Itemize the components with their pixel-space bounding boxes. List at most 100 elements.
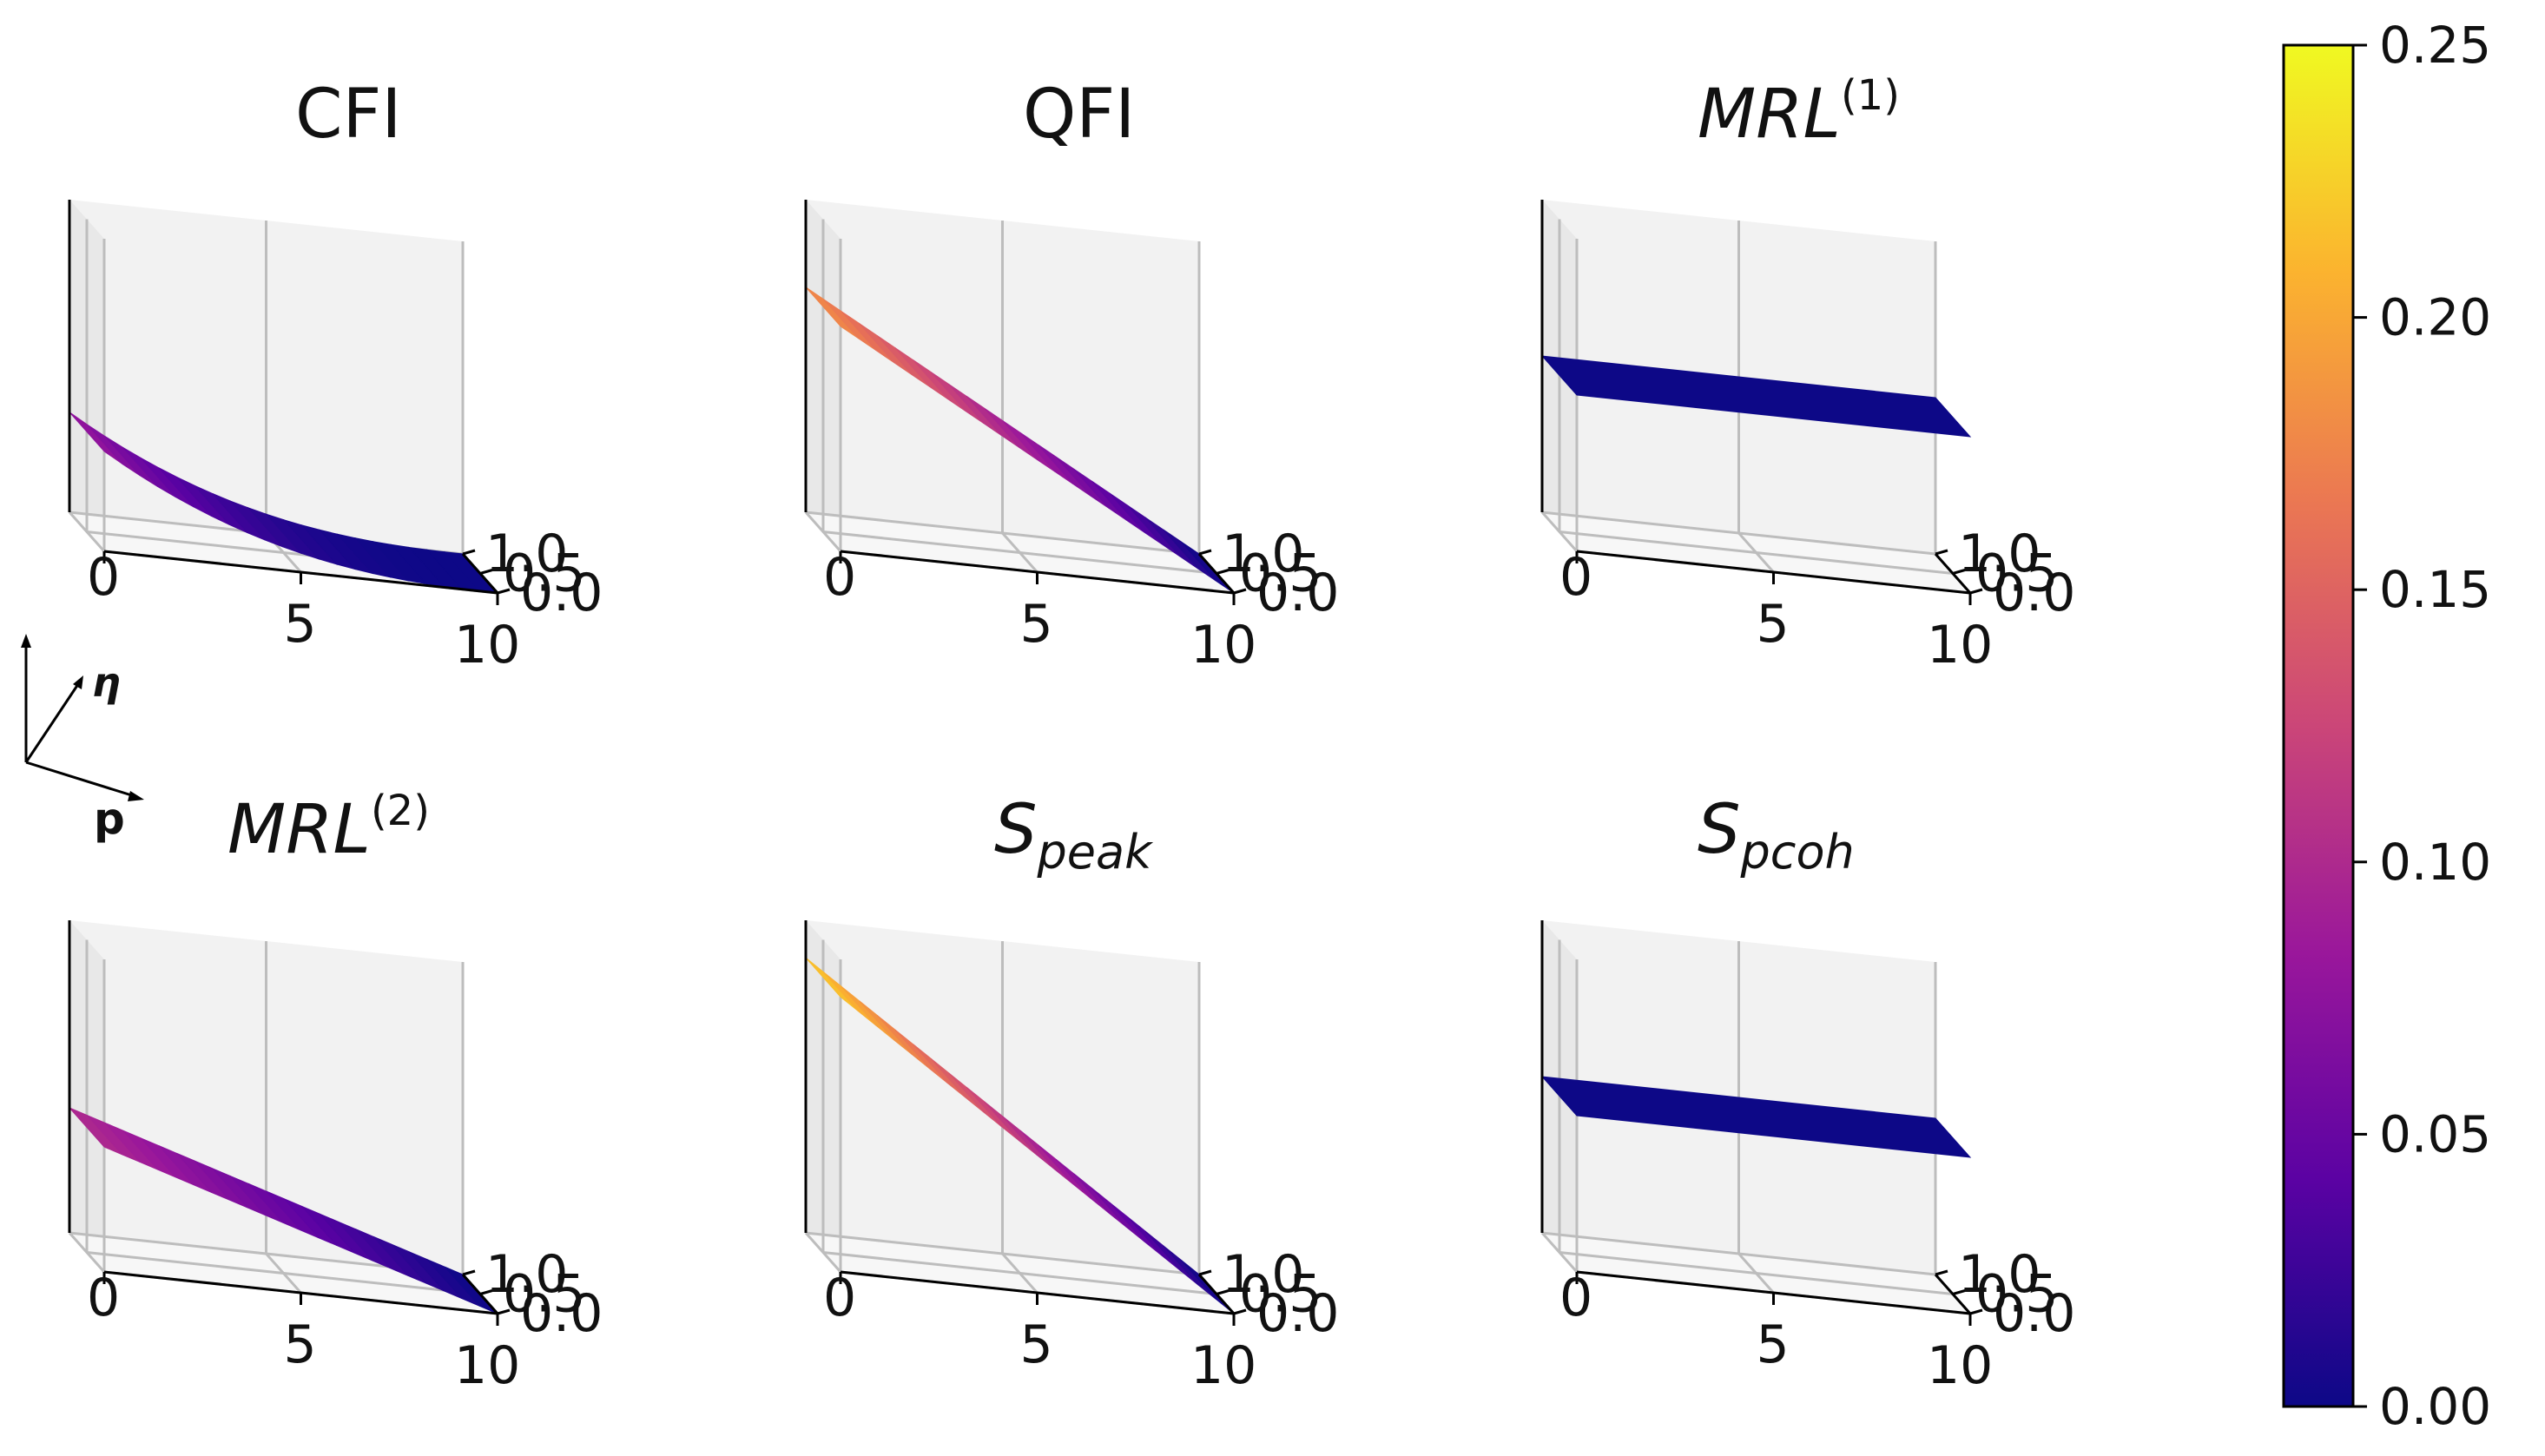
eta-tick-mark	[1216, 1289, 1230, 1295]
eta-tick-label: 0.5	[1975, 544, 2058, 604]
x-tick-label: 0	[1559, 1268, 1592, 1328]
eta-tick-label: 0.5	[1975, 1264, 2058, 1325]
colorbar: 0.00 0.05 0.10 0.15 0.20 0.25	[2282, 16, 2491, 1436]
grid-line	[1541, 511, 1936, 556]
grid-line	[822, 530, 1217, 575]
eta-tick-label: 0.5	[1239, 1264, 1322, 1325]
x-tick-label: 5	[284, 594, 317, 655]
surface-plane	[1540, 1076, 1972, 1158]
x-tick-label: 0	[87, 1268, 120, 1328]
colorbar-tick-label: 0.05	[2379, 1104, 2491, 1163]
x-tick-label: 10	[1190, 1335, 1256, 1396]
key-p-arrowhead	[128, 791, 144, 801]
colorbar-tick-label: 0.15	[2379, 560, 2491, 619]
key-eta-label: η	[92, 659, 121, 706]
grid-line	[805, 511, 1200, 556]
eta-tick-label: 0.0	[1993, 563, 2075, 623]
eta-tick-mark	[1935, 1269, 1948, 1276]
eta-tick-mark	[1969, 588, 1983, 595]
colorbar-tick-label: 0.25	[2379, 16, 2491, 75]
title-sub: peak	[1037, 825, 1155, 880]
eta-tick-mark	[497, 588, 511, 595]
x-tick-label: 5	[1757, 594, 1790, 655]
panel-qfi: 0 5 100.00.51.0 QFI	[804, 76, 1339, 675]
eta-tick-label: 1.0	[1958, 524, 2041, 584]
x-tick-label: 5	[1757, 1314, 1790, 1375]
eta-tick-label: 0.0	[1256, 1283, 1339, 1344]
eta-tick-mark	[1969, 1308, 1983, 1315]
panel-title: MRL(1)	[1698, 71, 1900, 154]
eta-tick-mark	[1198, 549, 1212, 556]
eta-tick-label: 1.0	[485, 524, 568, 584]
eta-tick-mark	[497, 1308, 511, 1315]
title-sup: (1)	[1841, 71, 1900, 120]
x-tick-label: 10	[1190, 615, 1256, 675]
title-base: S	[1698, 791, 1741, 869]
eta-tick-mark	[1952, 569, 1966, 575]
title-base: S	[994, 791, 1038, 869]
grid-line	[86, 1251, 481, 1295]
panel-mrl2: 0 5 100.00.51.0 MRL(2)	[68, 787, 603, 1396]
x-tick-label: 0	[823, 1268, 856, 1328]
eta-tick-label: 0.0	[520, 563, 603, 623]
orientation-key: η p	[21, 634, 144, 844]
colorbar-tick-label: 0.00	[2379, 1377, 2491, 1436]
title-base: MRL	[227, 791, 371, 869]
eta-tick-mark	[1952, 1289, 1966, 1295]
eta-tick-label: 0.5	[503, 1264, 585, 1325]
x-tick-label: 10	[1927, 615, 1993, 675]
eta-tick-label: 0.0	[1256, 563, 1339, 623]
x-tick-label: 5	[1020, 1314, 1053, 1375]
key-p-arrow	[25, 761, 138, 799]
eta-tick-mark	[1216, 569, 1230, 575]
colorbar-bar	[2282, 43, 2355, 1408]
panel-title: MRL(2)	[227, 787, 430, 869]
eta-tick-mark	[479, 569, 493, 575]
surface-plane	[1540, 355, 1972, 438]
panel-title: CFI	[295, 76, 401, 154]
eta-tick-mark	[462, 1269, 476, 1276]
panel-spcoh: 0 5 100.00.51.0 Spcoh	[1540, 791, 2075, 1396]
title-sub: pcoh	[1740, 825, 1855, 880]
eta-tick-label: 0.0	[1993, 1283, 2075, 1344]
eta-tick-mark	[1233, 588, 1247, 595]
eta-tick-mark	[1198, 1269, 1212, 1276]
x-tick-label: 0	[823, 547, 856, 608]
x-tick-label: 0	[1559, 547, 1592, 608]
panel-speak: 0 5 100.00.51.0 Speak	[804, 791, 1339, 1396]
key-eta-arrowhead	[73, 675, 83, 689]
eta-tick-mark	[462, 549, 476, 556]
key-p-label: p	[94, 794, 125, 844]
colorbar-tick-label: 0.10	[2379, 833, 2491, 892]
eta-tick-mark	[1935, 549, 1948, 556]
eta-tick-label: 0.5	[1239, 544, 1322, 604]
panel-title: Speak	[994, 791, 1154, 880]
eta-tick-label: 1.0	[1222, 524, 1304, 584]
title-sup: (2)	[371, 787, 430, 835]
key-up-arrowhead	[21, 634, 31, 648]
grid-line	[805, 1231, 1200, 1276]
eta-tick-label: 1.0	[1958, 1244, 2041, 1305]
panel-title: Spcoh	[1698, 791, 1855, 880]
panel-title: QFI	[1023, 76, 1135, 154]
x-tick-label: 10	[454, 1335, 520, 1396]
grid-line	[1559, 530, 1954, 575]
colorbar-tick-label: 0.20	[2379, 288, 2491, 347]
eta-tick-label: 0.0	[520, 1283, 603, 1344]
x-tick-label: 0	[87, 547, 120, 608]
grid-line	[1559, 1251, 1954, 1295]
eta-tick-label: 0.5	[503, 544, 585, 604]
colorbar-ticks: 0.00 0.05 0.10 0.15 0.20 0.25	[2353, 16, 2491, 1436]
x-tick-label: 5	[1020, 594, 1053, 655]
eta-tick-mark	[479, 1289, 493, 1295]
x-tick-label: 5	[284, 1314, 317, 1375]
panel-cfi: 0 5 100.00.51.0 CFI	[68, 76, 603, 675]
eta-tick-label: 1.0	[1222, 1244, 1304, 1305]
grid-line	[1541, 1231, 1936, 1276]
grid-line	[822, 1251, 1217, 1295]
key-eta-arrow	[24, 681, 82, 763]
eta-tick-mark	[1233, 1308, 1247, 1315]
eta-tick-label: 1.0	[485, 1244, 568, 1305]
panel-mrl1: 0 5 100.00.51.0 MRL(1)	[1540, 71, 2075, 675]
